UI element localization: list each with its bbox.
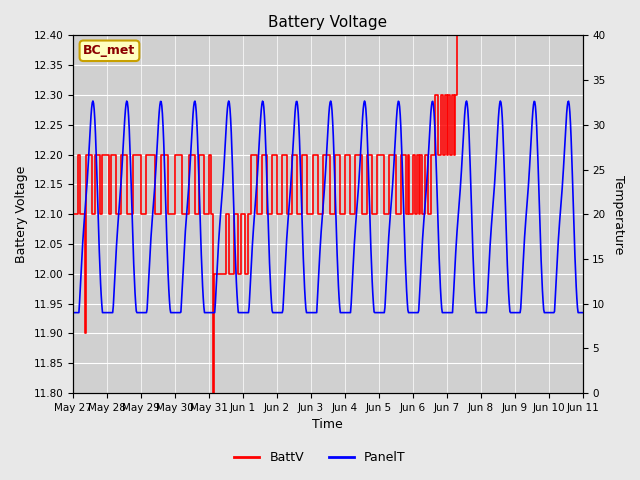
Legend: BattV, PanelT: BattV, PanelT	[229, 446, 411, 469]
Y-axis label: Battery Voltage: Battery Voltage	[15, 166, 28, 263]
Y-axis label: Temperature: Temperature	[612, 175, 625, 254]
X-axis label: Time: Time	[312, 419, 343, 432]
Title: Battery Voltage: Battery Voltage	[268, 15, 387, 30]
Text: BC_met: BC_met	[83, 44, 136, 57]
